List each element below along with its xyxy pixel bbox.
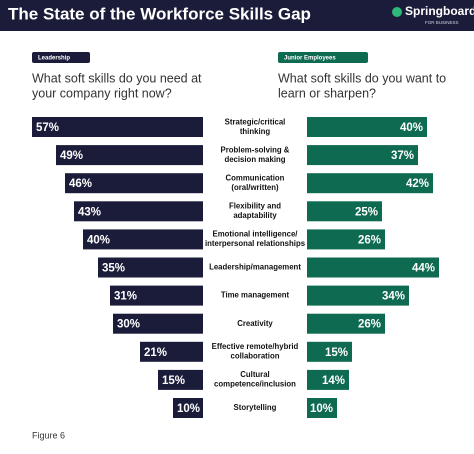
bar: [56, 145, 203, 166]
bar: [307, 229, 385, 250]
value-label: 35%: [102, 263, 125, 275]
bar: [307, 369, 349, 390]
value-label: 15%: [162, 375, 185, 387]
bar: [307, 341, 352, 362]
bar: [140, 341, 203, 362]
value-label: 25%: [355, 206, 378, 218]
category-label: Storytelling: [234, 403, 277, 412]
bar: [307, 173, 433, 194]
value-label: 43%: [78, 206, 101, 218]
bar: [110, 285, 203, 306]
logo-icon: [392, 7, 402, 17]
category-label: Leadership/management: [209, 263, 301, 272]
value-label: 57%: [36, 122, 59, 134]
bar: [307, 117, 427, 137]
value-label: 26%: [358, 234, 381, 246]
category-label: Problem-solving &: [221, 145, 290, 154]
bar: [65, 173, 203, 194]
bar: [83, 229, 203, 250]
value-label: 15%: [325, 347, 348, 359]
category-label: Cultural: [240, 370, 269, 379]
chart-title: The State of the Workforce Skills Gap: [8, 4, 311, 23]
category-label: adaptability: [233, 211, 277, 220]
value-label: 30%: [117, 319, 140, 331]
bar: [307, 313, 385, 334]
brand-tagline: FOR BUSINESS: [425, 20, 459, 25]
brand-name: Springboard: [405, 4, 474, 18]
value-label: 49%: [60, 150, 83, 162]
category-label: Communication: [226, 174, 285, 183]
legend-label: Junior Employees: [284, 56, 336, 62]
value-label: 42%: [406, 178, 429, 190]
category-label: collaboration: [231, 352, 280, 361]
bar: [307, 398, 337, 418]
category-label: Creativity: [237, 319, 273, 328]
value-label: 21%: [144, 347, 167, 359]
category-label: Effective remote/hybrid: [212, 342, 299, 351]
value-label: 31%: [114, 291, 137, 303]
category-label: (oral/written): [231, 183, 279, 192]
category-label: thinking: [240, 127, 271, 136]
legend-label: Leadership: [38, 56, 70, 62]
question: learn or sharpen?: [278, 86, 376, 100]
legend-pill: [278, 52, 368, 63]
value-label: 40%: [87, 234, 110, 246]
bar: [307, 201, 382, 222]
question: What soft skills do you need at: [32, 71, 202, 85]
value-label: 10%: [310, 403, 333, 415]
legend-pill: [32, 52, 90, 63]
category-label: competence/inclusion: [214, 380, 296, 389]
bar: [98, 257, 203, 278]
value-label: 26%: [358, 319, 381, 331]
category-label: interpersonal relationships: [205, 239, 306, 248]
category-label: Emotional intelligence/: [213, 230, 299, 239]
bar: [32, 117, 203, 137]
bar: [307, 285, 409, 306]
bar: [74, 201, 203, 222]
value-label: 37%: [391, 150, 414, 162]
bar: [307, 257, 439, 278]
category-label: Time management: [221, 291, 290, 300]
bar: [173, 398, 203, 418]
footnote: Figure 6: [32, 430, 65, 440]
value-label: 14%: [322, 375, 345, 387]
question: What soft skills do you want to: [278, 71, 446, 85]
category-label: decision making: [224, 155, 285, 164]
bar: [307, 145, 418, 166]
value-label: 44%: [412, 263, 435, 275]
question: your company right now?: [32, 86, 172, 100]
category-label: Flexibility and: [229, 202, 281, 211]
value-label: 46%: [69, 178, 92, 190]
value-label: 10%: [177, 403, 200, 415]
category-label: Strategic/critical: [225, 117, 286, 126]
bar: [113, 313, 203, 334]
value-label: 34%: [382, 291, 405, 303]
value-label: 40%: [400, 122, 423, 134]
bar: [158, 369, 203, 390]
